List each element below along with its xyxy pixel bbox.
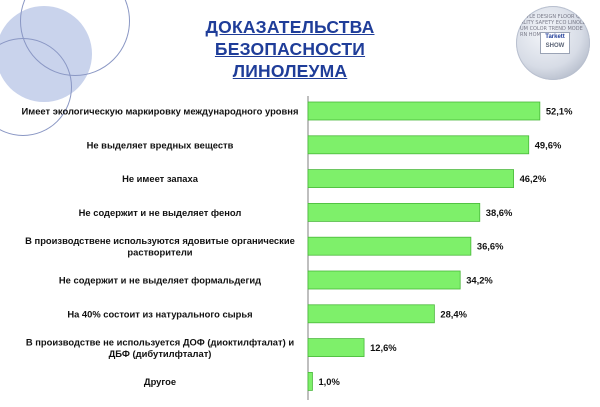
category-label-line: ДБФ (дибутилфталат) (109, 348, 212, 359)
chart-bars (307, 101, 541, 391)
bar (307, 202, 481, 222)
bar-value-label: 1,0% (318, 376, 340, 387)
tarkett-show-logo: STYLE DESIGN FLOOR QUALITY SAFETY ECO LI… (516, 6, 590, 80)
category-label: Не выделяет вредных веществ (87, 139, 234, 150)
category-label-line: Имеет экологическую маркировку междунаро… (22, 106, 299, 117)
bar (307, 371, 313, 391)
title-line-2: ЛИНОЛЕУМА (232, 61, 348, 81)
category-label: Не содержит и не выделяет формальдегид (59, 275, 261, 286)
title-line-1: ДОКАЗАТЕЛЬСТВА БЕЗОПАСНОСТИ (205, 17, 375, 59)
category-label-line: Не содержит и не выделяет формальдегид (59, 275, 261, 286)
bar-value-label: 46,2% (520, 173, 547, 184)
bar (307, 270, 461, 290)
bar (307, 101, 541, 121)
page-title: ДОКАЗАТЕЛЬСТВА БЕЗОПАСНОСТИ ЛИНОЛЕУМА (130, 16, 450, 82)
chart-category-labels: Имеет экологическую маркировку междунаро… (22, 106, 299, 387)
bar (307, 304, 435, 324)
bar-value-label: 38,6% (486, 207, 513, 218)
bar-value-label: 34,2% (466, 275, 493, 286)
bar-value-label: 49,6% (535, 139, 562, 150)
bar-value-label: 52,1% (546, 106, 573, 117)
category-label: Имеет экологическую маркировку междунаро… (22, 106, 299, 117)
bar (307, 169, 514, 189)
category-label-line: Не выделяет вредных веществ (87, 139, 234, 150)
category-label-line: растворители (127, 246, 192, 257)
bar-value-label: 12,6% (370, 342, 397, 353)
category-label: В производствене используются ядовитые о… (25, 235, 295, 258)
bar (307, 135, 530, 155)
category-label: На 40% состоит из натурального сырья (67, 308, 252, 319)
bar (307, 338, 365, 358)
bar (307, 236, 472, 256)
logo-badge: Tarkett SHOW (540, 32, 570, 54)
category-label-line: Не имеет запаха (122, 173, 199, 184)
category-label: Другое (144, 376, 176, 387)
category-label-line: В производстве не используется ДОФ (диок… (26, 336, 294, 347)
category-label: В производстве не используется ДОФ (диок… (26, 336, 294, 359)
bar-value-label: 36,6% (477, 241, 504, 252)
bar-value-label: 28,4% (440, 308, 467, 319)
logo-line-2: SHOW (545, 43, 565, 49)
category-label-line: На 40% состоит из натурального сырья (67, 308, 252, 319)
category-label: Не содержит и не выделяет фенол (79, 207, 242, 218)
chart-value-labels: 52,1% 49,6% 46,2% 38,6% 36,6% 34,2% 28,4% 12,6%… (318, 106, 573, 387)
category-label-line: Другое (144, 376, 176, 387)
logo-line-1: Tarkett (545, 34, 565, 40)
category-label: Не имеет запаха (122, 173, 199, 184)
category-label-line: Не содержит и не выделяет фенол (79, 207, 242, 218)
category-label-line: В производствене используются ядовитые о… (25, 235, 295, 246)
